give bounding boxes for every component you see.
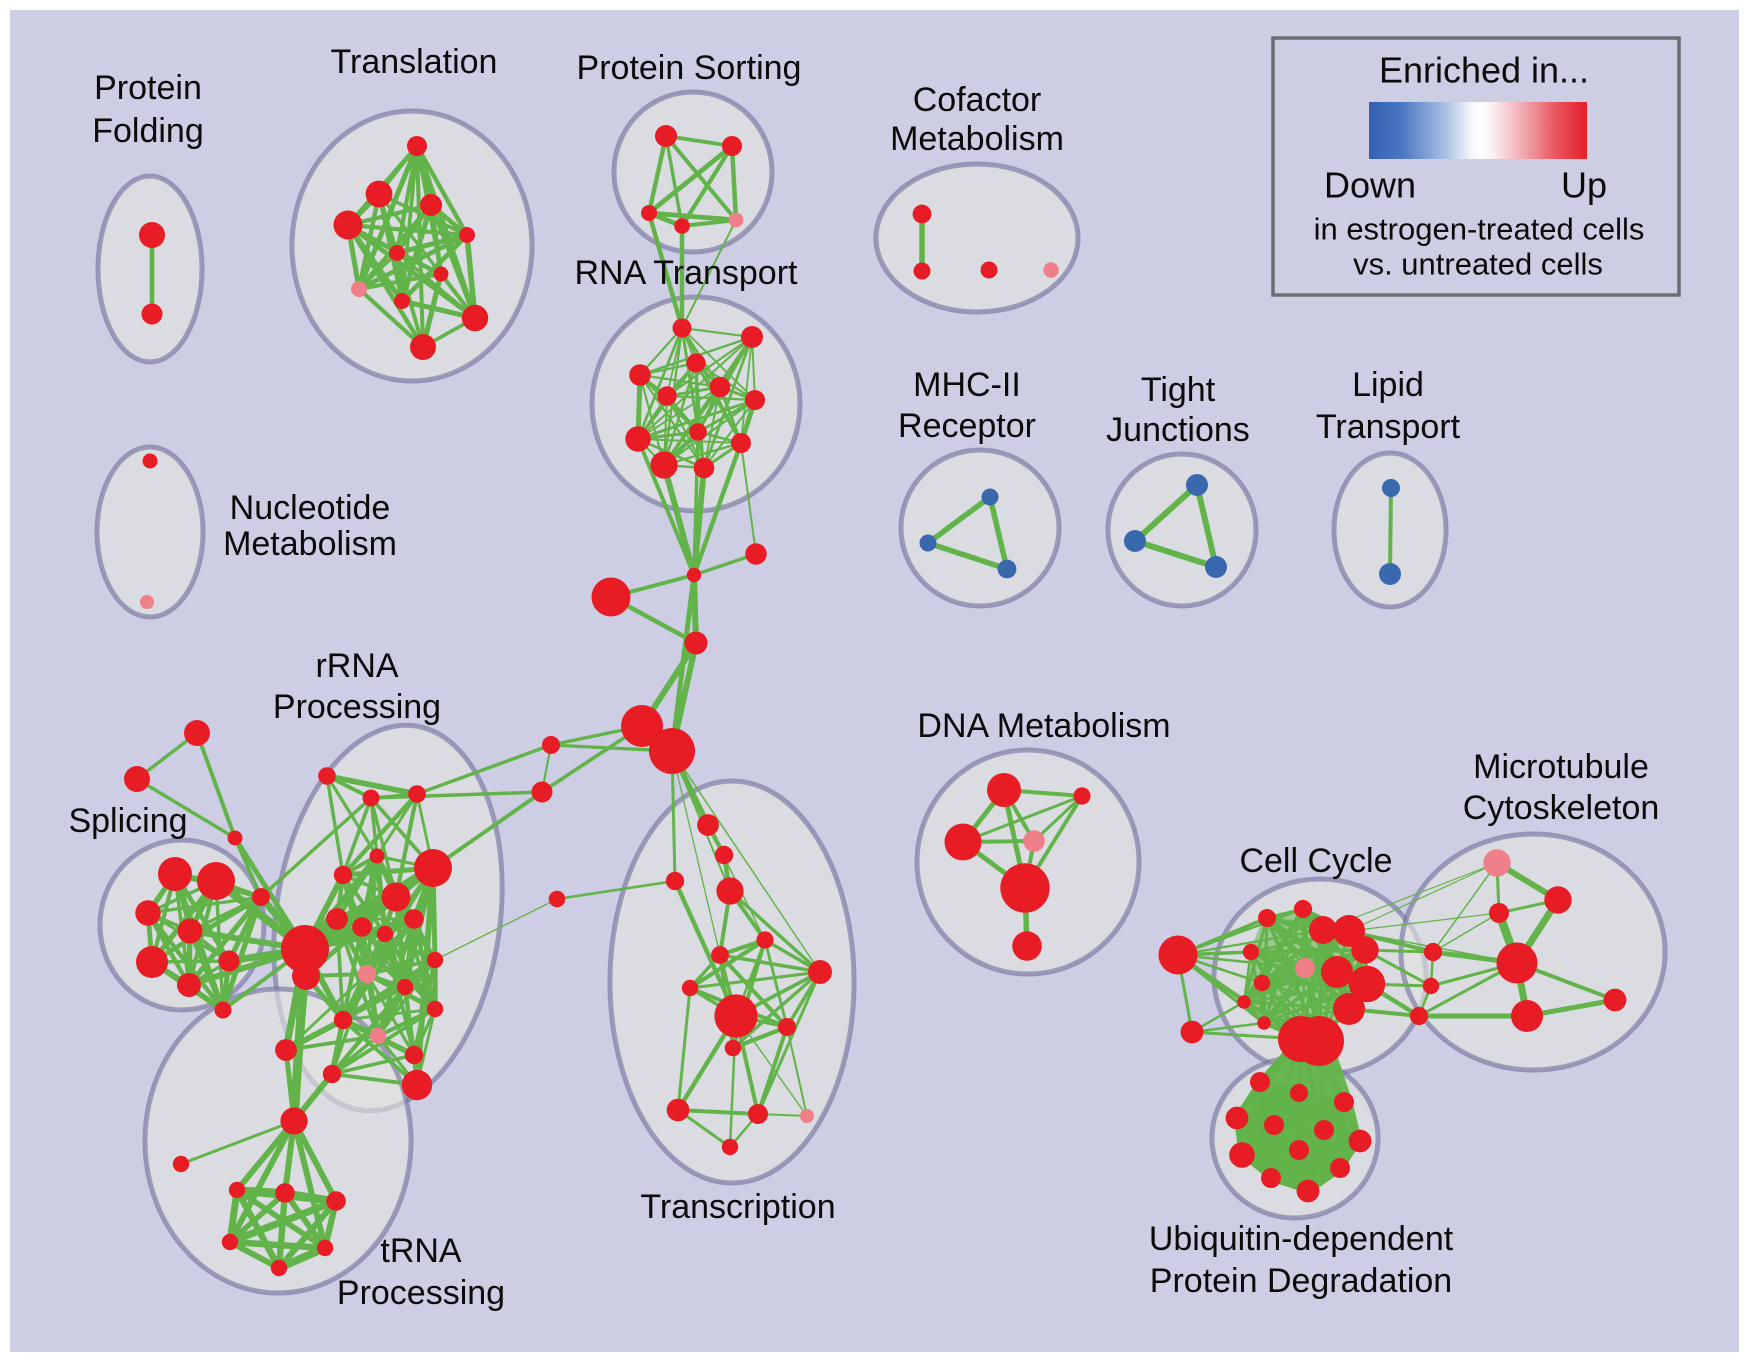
svg-text:Protein Degradation: Protein Degradation	[1150, 1262, 1452, 1300]
svg-text:MHC-II: MHC-II	[913, 366, 1021, 404]
svg-text:Microtubule: Microtubule	[1473, 748, 1649, 786]
svg-text:Ubiquitin-dependent: Ubiquitin-dependent	[1149, 1220, 1454, 1258]
svg-text:Cofactor: Cofactor	[913, 81, 1042, 119]
svg-text:Processing: Processing	[273, 688, 441, 726]
svg-text:tRNA: tRNA	[380, 1232, 462, 1270]
svg-text:Enriched in...: Enriched in...	[1379, 50, 1589, 91]
svg-text:RNA Transport: RNA Transport	[575, 254, 799, 292]
svg-text:Translation: Translation	[331, 43, 498, 81]
svg-text:Protein: Protein	[94, 69, 202, 107]
svg-text:Cell Cycle: Cell Cycle	[1239, 842, 1392, 880]
svg-text:DNA Metabolism: DNA Metabolism	[917, 707, 1170, 745]
svg-text:Metabolism: Metabolism	[890, 120, 1064, 158]
svg-text:Protein Sorting: Protein Sorting	[577, 49, 802, 87]
svg-text:Down: Down	[1324, 165, 1416, 206]
svg-text:Receptor: Receptor	[898, 407, 1036, 445]
svg-text:Cytoskeleton: Cytoskeleton	[1463, 789, 1660, 827]
svg-text:Transport: Transport	[1316, 408, 1461, 446]
svg-text:Up: Up	[1561, 165, 1607, 206]
svg-text:Nucleotide: Nucleotide	[230, 489, 391, 527]
svg-text:rRNA: rRNA	[315, 647, 398, 685]
svg-text:Tight: Tight	[1141, 371, 1216, 409]
svg-text:Transcription: Transcription	[640, 1188, 835, 1226]
svg-text:Folding: Folding	[92, 112, 204, 150]
svg-text:Lipid: Lipid	[1352, 366, 1424, 404]
svg-text:Metabolism: Metabolism	[223, 525, 397, 563]
svg-text:in estrogen-treated cells: in estrogen-treated cells	[1314, 212, 1645, 247]
svg-text:Junctions: Junctions	[1106, 411, 1250, 449]
svg-text:Splicing: Splicing	[68, 802, 187, 840]
svg-text:Processing: Processing	[337, 1274, 505, 1312]
svg-text:vs. untreated cells: vs. untreated cells	[1353, 247, 1603, 282]
